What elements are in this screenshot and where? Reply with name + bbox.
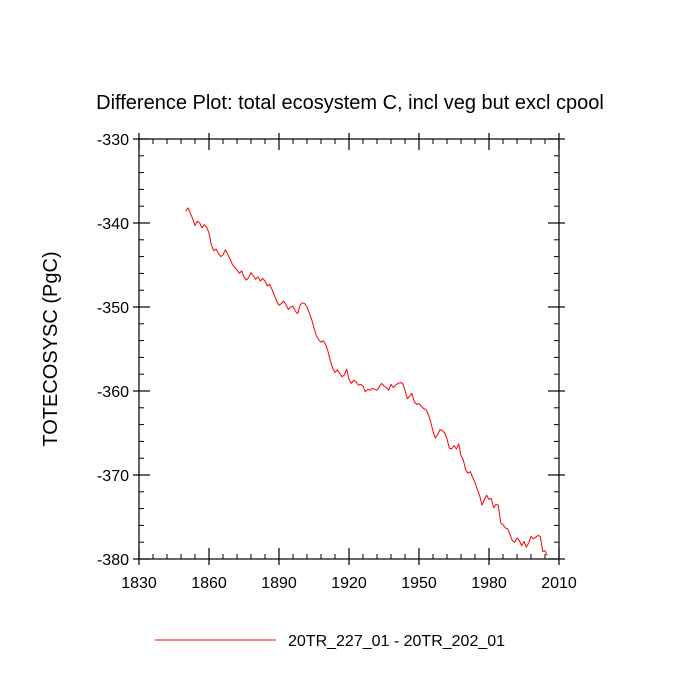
- x-tick-label: 1920: [331, 575, 367, 592]
- y-tick-label: -380: [97, 552, 129, 569]
- x-tick-label: 1950: [401, 575, 437, 592]
- plot-frame: [138, 138, 560, 560]
- x-tick-label: 2010: [541, 575, 577, 592]
- legend: 20TR_227_01 - 20TR_202_01: [155, 633, 505, 650]
- y-tick-labels: -380 -370 -360 -350 -340 -330: [97, 132, 129, 569]
- y-tick-label: -330: [97, 132, 129, 149]
- series-line: [185, 207, 548, 556]
- y-tick-label: -340: [97, 216, 129, 233]
- y-tick-label: -370: [97, 468, 129, 485]
- series-lines: [185, 207, 548, 556]
- major-ticks: [133, 133, 565, 565]
- x-tick-label: 1980: [471, 575, 507, 592]
- chart-title: Difference Plot: total ecosystem C, incl…: [96, 92, 604, 114]
- y-axis-label: TOTECOSYSC (PgC): [40, 251, 62, 446]
- legend-label: 20TR_227_01 - 20TR_202_01: [288, 633, 505, 650]
- x-tick-label: 1890: [261, 575, 297, 592]
- x-tick-label: 1830: [121, 575, 157, 592]
- x-tick-labels: 1830 1860 1890 1920 1950 1980 2010: [121, 575, 577, 592]
- minor-ticks: [139, 139, 559, 559]
- y-tick-label: -350: [97, 300, 129, 317]
- y-tick-label: -360: [97, 384, 129, 401]
- x-tick-label: 1860: [191, 575, 227, 592]
